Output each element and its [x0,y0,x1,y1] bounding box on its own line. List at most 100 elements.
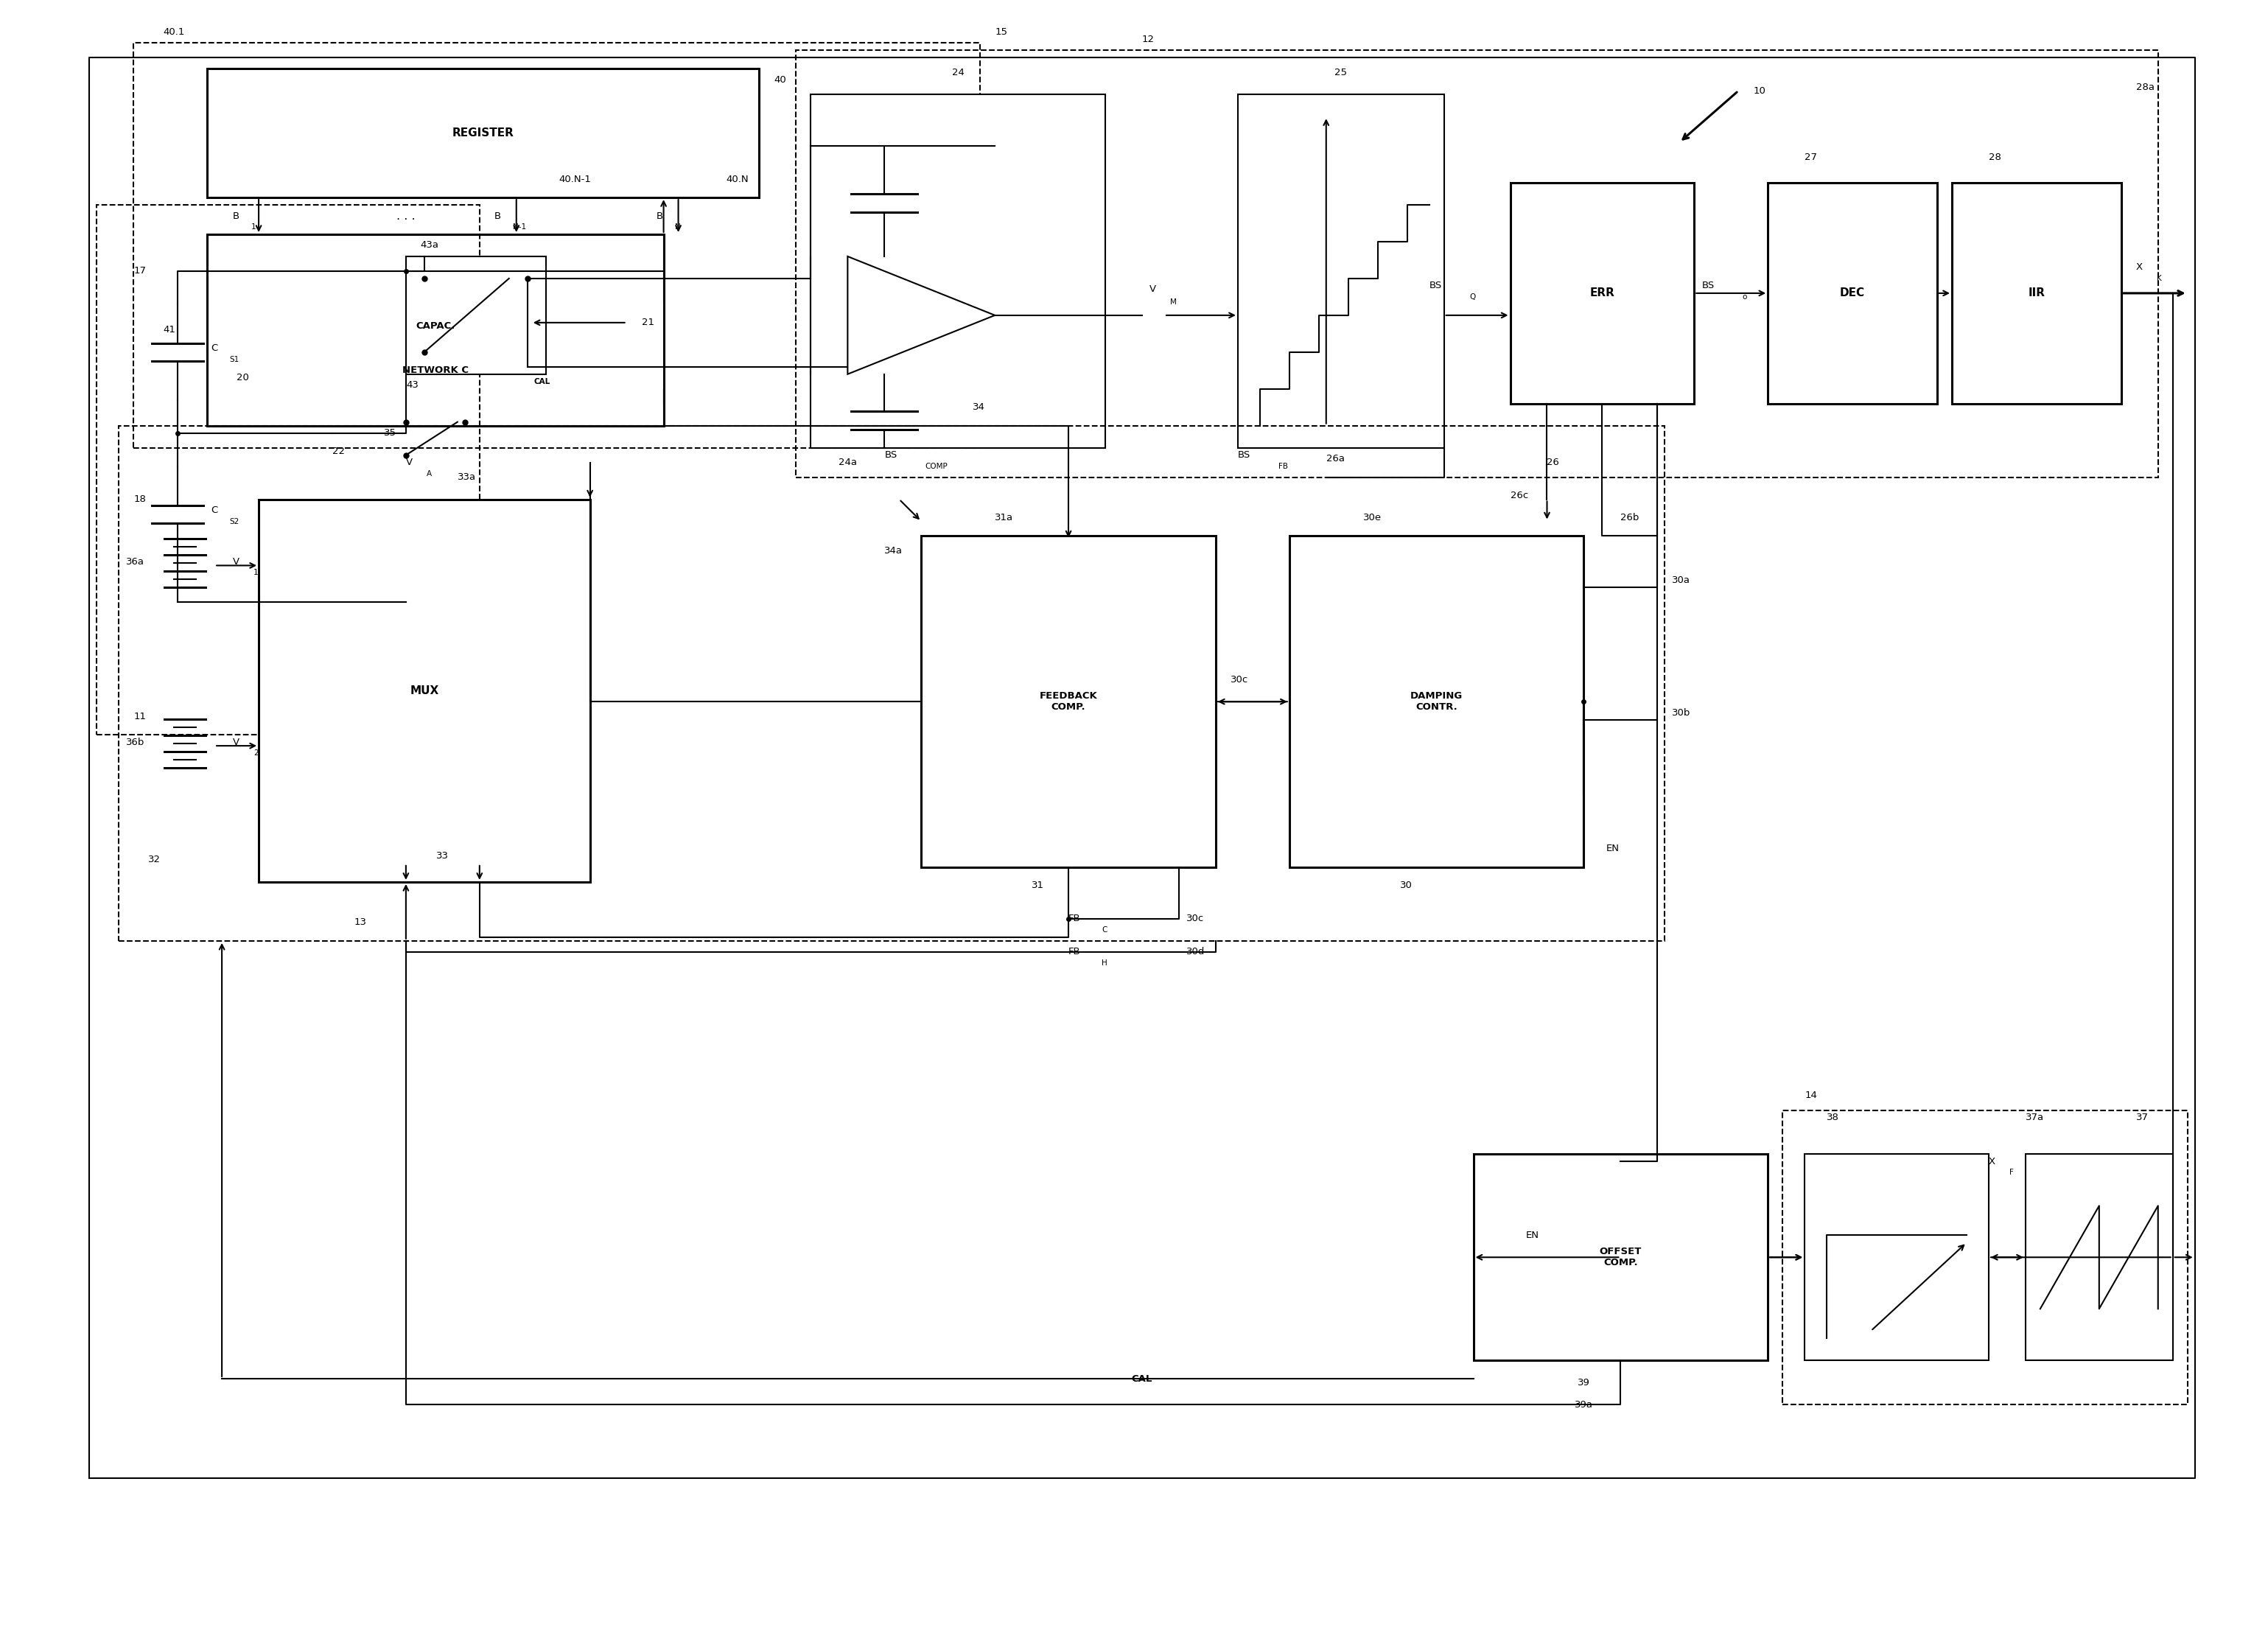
Text: 14: 14 [1805,1091,1817,1099]
Text: 30a: 30a [1672,576,1690,584]
Text: 40: 40 [773,75,787,85]
Text: FB: FB [1068,947,1082,957]
Text: H: H [1102,960,1107,967]
Text: 40.1: 40.1 [163,28,184,36]
Text: 33: 33 [435,852,449,862]
Text: DAMPING
CONTR.: DAMPING CONTR. [1411,691,1463,712]
Text: CAL: CAL [533,377,551,386]
FancyBboxPatch shape [206,69,760,197]
Text: 24a: 24a [839,458,857,468]
Text: M: M [1170,299,1177,305]
Text: S2: S2 [229,517,238,525]
Text: 15: 15 [996,28,1007,36]
Text: F: F [2009,1168,2014,1177]
Bar [118,425,1665,940]
Text: Q: Q [1470,294,1476,300]
FancyBboxPatch shape [1953,182,2121,404]
Text: 26: 26 [1547,458,1560,468]
Text: 32: 32 [147,855,161,865]
Text: o: o [1742,294,1746,300]
FancyBboxPatch shape [812,95,1105,448]
Text: 26b: 26b [1622,514,1640,522]
Text: C: C [1102,926,1107,934]
Text: 20: 20 [236,373,249,382]
Text: 36b: 36b [127,737,145,747]
Text: 33a: 33a [458,473,476,482]
Text: BS: BS [1701,281,1715,290]
Text: CAL: CAL [1132,1374,1152,1383]
Text: 43: 43 [406,381,417,391]
Text: 41: 41 [163,325,175,335]
Text: FB: FB [1068,914,1082,924]
Text: 39a: 39a [1574,1400,1592,1410]
Text: 40.N-1: 40.N-1 [560,174,592,184]
Text: REGISTER: REGISTER [451,128,515,138]
Text: 43a: 43a [420,241,440,249]
Text: C: C [211,343,218,353]
Text: 21: 21 [642,318,653,328]
Text: A: A [426,469,431,478]
Text: K: K [2157,274,2161,282]
Text: BS: BS [1429,281,1442,290]
Text: FEEDBACK
COMP.: FEEDBACK COMP. [1039,691,1098,712]
Text: 35: 35 [383,428,397,438]
Text: EN: EN [1606,843,1619,853]
Text: 18: 18 [134,494,145,504]
FancyBboxPatch shape [1288,537,1583,866]
Text: 30: 30 [1399,881,1413,891]
Text: V: V [234,737,240,747]
FancyBboxPatch shape [2025,1154,2173,1360]
Text: 26a: 26a [1327,455,1345,463]
Text: 1: 1 [254,569,259,576]
Text: 12: 12 [1143,34,1154,44]
FancyBboxPatch shape [1510,182,1694,404]
Text: 39: 39 [1579,1377,1590,1387]
Text: 13: 13 [354,917,367,927]
Text: 27: 27 [1805,153,1817,162]
Text: 34a: 34a [885,546,903,556]
Text: 30c: 30c [1186,914,1204,924]
FancyBboxPatch shape [1805,1154,1989,1360]
FancyBboxPatch shape [1767,182,1937,404]
Bar [796,51,2159,478]
Text: 30d: 30d [1186,947,1204,957]
Text: 17: 17 [134,266,145,276]
Text: N: N [674,223,680,231]
Text: S1: S1 [229,356,238,363]
Text: 11: 11 [134,712,145,720]
Text: 25: 25 [1334,67,1347,77]
Text: COMP: COMP [925,463,948,469]
Text: 1: 1 [252,223,256,231]
Text: 28a: 28a [2136,82,2155,92]
Text: B: B [234,212,240,220]
FancyBboxPatch shape [259,499,590,881]
Text: 2: 2 [254,750,259,757]
Text: FB: FB [1279,463,1288,469]
Text: 37: 37 [2136,1113,2148,1122]
FancyBboxPatch shape [206,235,665,425]
Text: OFFSET
COMP.: OFFSET COMP. [1599,1247,1642,1267]
Text: N-1: N-1 [513,223,526,231]
Text: 30b: 30b [1672,707,1692,717]
Text: 10: 10 [1753,85,1765,95]
Bar [1783,1109,2186,1405]
Text: EN: EN [1526,1231,1540,1241]
FancyBboxPatch shape [1474,1154,1767,1360]
Text: BS: BS [1238,450,1250,459]
Text: 24: 24 [953,67,964,77]
Text: MUX: MUX [411,684,438,696]
Text: C: C [211,505,218,515]
Text: B: B [655,212,662,220]
FancyBboxPatch shape [406,256,547,374]
Text: IIR: IIR [2028,287,2046,299]
Text: 36a: 36a [127,556,145,566]
Text: BS: BS [885,450,898,459]
Text: 31a: 31a [996,514,1014,522]
Text: 34: 34 [973,402,984,412]
FancyBboxPatch shape [921,537,1216,866]
Text: X: X [2136,263,2143,272]
FancyBboxPatch shape [1238,95,1445,448]
Text: 31: 31 [1032,881,1043,891]
Text: 30e: 30e [1363,514,1381,522]
Text: . . .: . . . [397,210,415,222]
